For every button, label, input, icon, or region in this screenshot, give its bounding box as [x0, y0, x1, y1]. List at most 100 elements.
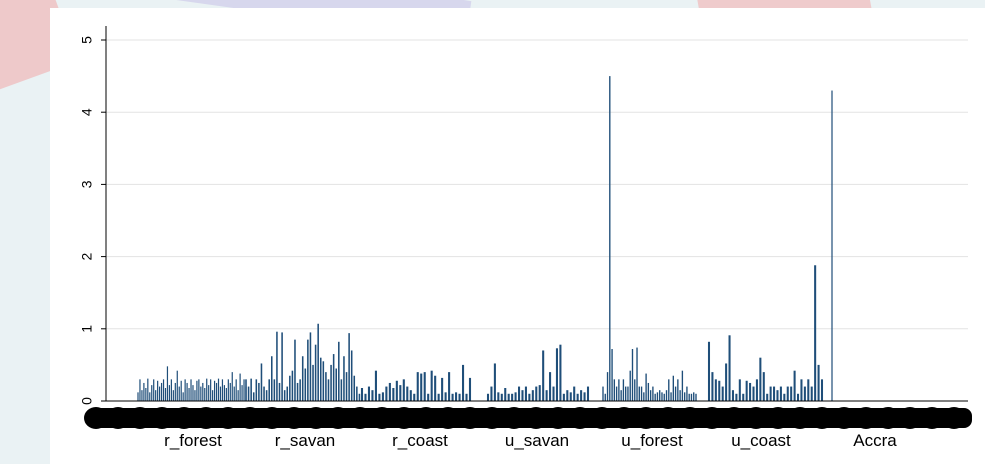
bar: [162, 379, 165, 401]
bar: [441, 377, 444, 401]
bar: [524, 386, 527, 401]
bar: [749, 382, 752, 401]
bar: [291, 370, 294, 401]
bar: [831, 90, 833, 401]
bar: [434, 375, 437, 401]
bar: [247, 386, 250, 401]
group-label: r_forest: [164, 431, 222, 450]
bar: [586, 386, 590, 401]
bar: [307, 339, 309, 401]
bar: [147, 378, 149, 401]
bar: [762, 372, 765, 401]
bar: [160, 382, 163, 401]
x-tick-label-blob: [854, 407, 878, 429]
bar: [263, 386, 265, 401]
bar: [649, 390, 652, 401]
bar: [742, 393, 745, 401]
group-label: r_coast: [392, 431, 448, 450]
bar: [693, 392, 695, 401]
x-tick-label-blob: [744, 407, 768, 429]
bar: [330, 364, 332, 401]
bar: [221, 379, 224, 401]
bar: [194, 390, 196, 401]
x-tick-label-blob: [414, 407, 438, 429]
bar: [286, 386, 289, 401]
bar: [769, 386, 772, 401]
bar: [786, 386, 789, 401]
x-tick-label-blob: [150, 407, 174, 429]
bar: [638, 386, 640, 401]
bar: [504, 388, 507, 401]
bar: [245, 379, 247, 401]
bar: [188, 388, 190, 401]
bar: [647, 382, 650, 401]
bar: [507, 393, 510, 401]
bar: [783, 393, 786, 401]
x-tick-label-blob: [172, 407, 196, 429]
bar: [252, 392, 255, 401]
bar: [378, 393, 381, 401]
bar: [200, 386, 202, 401]
bar: [622, 379, 625, 401]
bar: [395, 380, 398, 401]
bar: [289, 375, 291, 401]
bar: [213, 380, 216, 401]
bar: [314, 344, 317, 401]
bar: [294, 339, 296, 401]
bar: [776, 390, 779, 401]
x-tick-label-blob: [238, 407, 262, 429]
x-tick-label-blob: [766, 407, 790, 429]
bar: [204, 388, 206, 401]
group-labels: r_forest r_savan r_coast u_savan u_forest u_c…: [164, 431, 897, 450]
bar: [208, 385, 210, 401]
bar: [759, 357, 762, 401]
bar: [573, 386, 576, 401]
bar: [448, 372, 451, 401]
bar: [239, 373, 241, 401]
group-label: u_coast: [731, 431, 791, 450]
bar: [159, 386, 161, 401]
bar: [371, 390, 374, 401]
x-tick-label-blob: [876, 407, 900, 429]
bar: [583, 392, 586, 401]
bar: [198, 379, 200, 401]
bar: [656, 392, 659, 401]
bar: [437, 393, 440, 401]
bar: [493, 363, 496, 401]
bar: [353, 375, 356, 401]
bar: [535, 386, 538, 401]
group-label: Accra: [853, 431, 897, 450]
bar: [217, 378, 220, 401]
x-tick-label-blob: [678, 407, 702, 429]
bar: [511, 393, 514, 401]
bar: [677, 379, 679, 401]
bar: [178, 386, 180, 401]
bar: [683, 392, 686, 401]
bar: [686, 386, 688, 401]
x-tick-label-blob: [832, 407, 856, 429]
x-tick-label-blob: [546, 407, 570, 429]
bar: [643, 392, 645, 401]
bar: [514, 392, 517, 401]
bar: [273, 379, 276, 401]
bar: [157, 380, 159, 401]
bar: [725, 363, 728, 401]
bar: [668, 379, 670, 401]
bar: [145, 388, 147, 401]
bar: [392, 388, 395, 401]
bar: [779, 386, 782, 401]
x-tick-label-blob: [568, 407, 592, 429]
y-tick-labels: 0 1 2 3 4 5: [79, 36, 95, 405]
bar: [521, 390, 524, 401]
bar: [309, 332, 312, 401]
bar: [255, 379, 258, 401]
bar: [731, 390, 734, 401]
bar: [374, 370, 377, 401]
bar: [518, 386, 521, 401]
bar: [631, 349, 634, 401]
bar: [629, 370, 631, 401]
bar: [364, 393, 367, 401]
bar: [332, 354, 335, 401]
